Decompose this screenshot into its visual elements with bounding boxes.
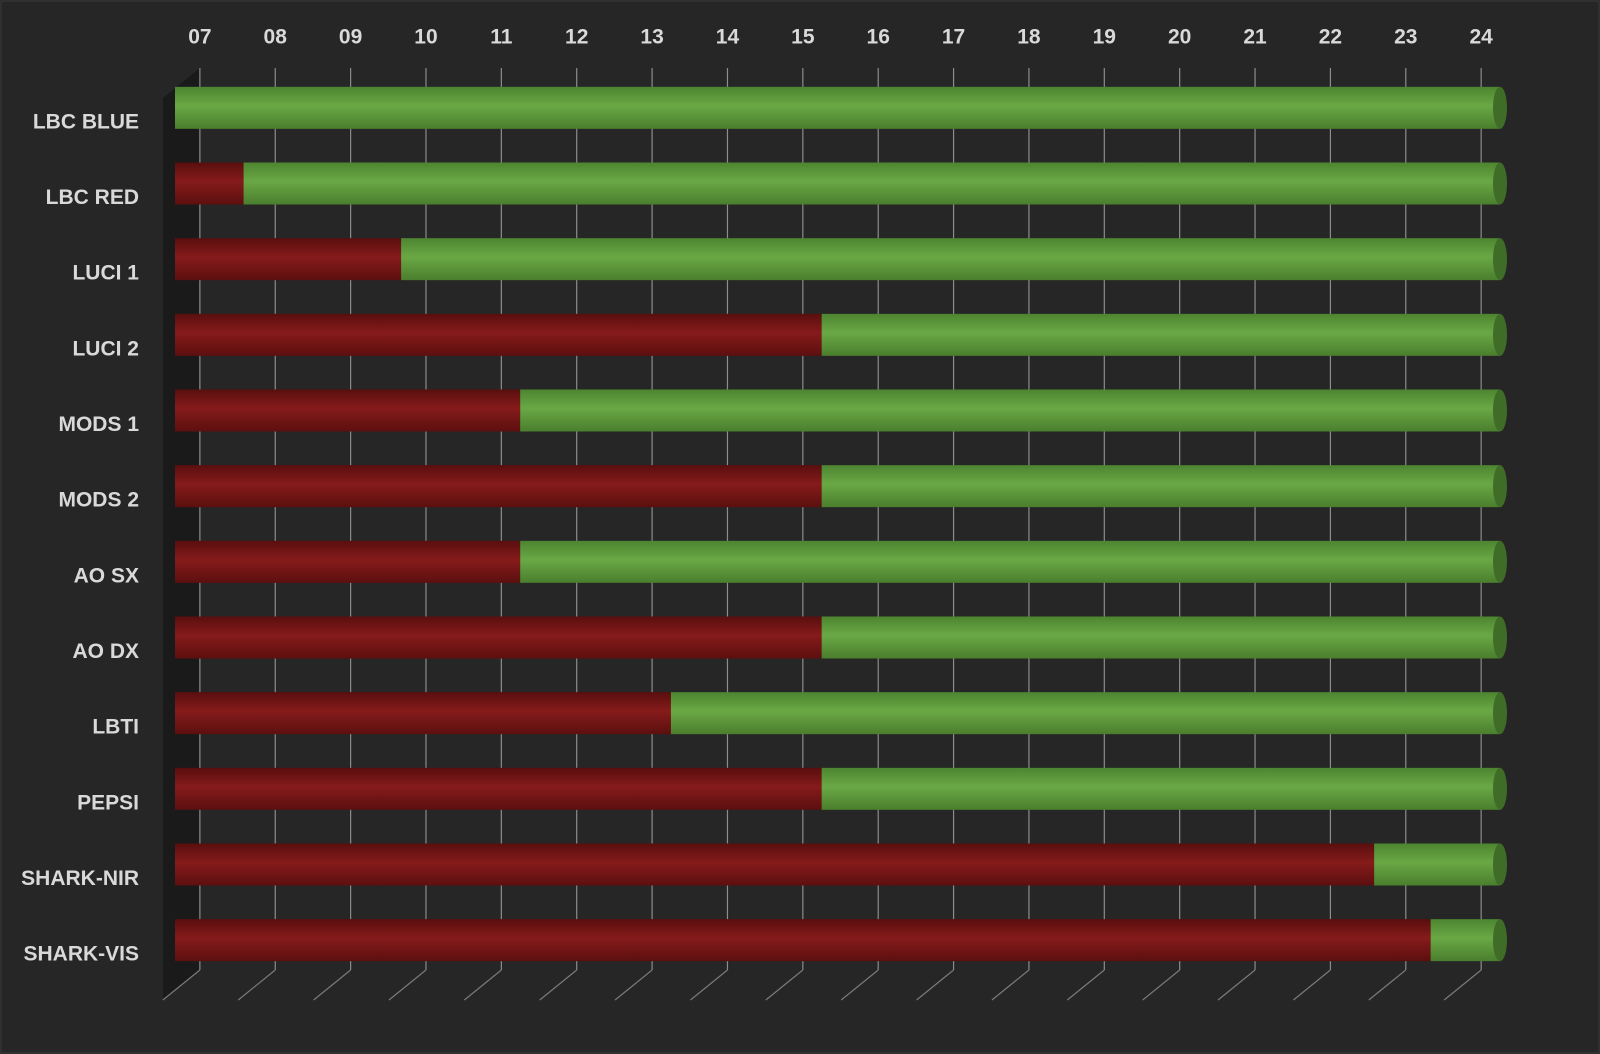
floor-line [1217, 969, 1256, 1001]
bar-segment [821, 616, 1500, 659]
bar-segment [1374, 843, 1500, 886]
x-tick-label: 10 [414, 26, 437, 49]
floor-line [765, 969, 804, 1001]
x-tick-label: 08 [264, 26, 288, 49]
bar-segment [175, 767, 822, 810]
floor-line [1293, 969, 1331, 1001]
bar-segment [243, 162, 1501, 205]
y-tick-label: SHARK-VIS [23, 943, 139, 966]
bar-segment [520, 540, 1500, 583]
floor-line [916, 969, 954, 1001]
floor-line [237, 969, 276, 1001]
x-tick-label: 09 [339, 26, 362, 49]
bar-segment [175, 692, 671, 735]
x-tick-label: 24 [1469, 26, 1493, 49]
x-tick-label: 14 [716, 26, 740, 49]
y-tick-label: SHARK-NIR [21, 867, 139, 890]
floor-line [614, 969, 653, 1001]
bar-segment [175, 313, 822, 356]
floor-line [313, 969, 351, 1001]
bar-end-cap [1493, 919, 1507, 962]
x-tick-label: 15 [791, 26, 815, 49]
bar-end-cap [1493, 767, 1507, 810]
bar-end-cap [1493, 540, 1507, 583]
x-tick-label: 19 [1093, 26, 1116, 49]
floor-line [1066, 969, 1105, 1001]
floor-line [1368, 969, 1407, 1001]
x-tick-label: 12 [565, 26, 588, 49]
floor-line [388, 969, 427, 1001]
bar-segment [175, 238, 402, 281]
x-tick-label: 16 [867, 26, 890, 49]
x-tick-label: 07 [188, 26, 211, 49]
bar-end-cap [1493, 389, 1507, 432]
bar-segment [401, 238, 1500, 281]
bar-end-cap [1493, 238, 1507, 281]
bar-end-cap [1493, 465, 1507, 508]
x-tick-label: 21 [1243, 26, 1267, 49]
floor-line [991, 969, 1030, 1001]
y-tick-label: LBTI [92, 716, 139, 739]
side-wall [163, 68, 200, 1000]
bar-segment [821, 313, 1500, 356]
y-tick-label: LUCI 1 [72, 262, 139, 285]
x-tick-label: 13 [640, 26, 663, 49]
bar-end-cap [1493, 843, 1507, 886]
x-tick-label: 20 [1168, 26, 1191, 49]
y-tick-label: LUCI 2 [72, 337, 139, 360]
y-tick-label: LBC RED [46, 186, 139, 209]
bar-segment [175, 389, 521, 432]
bar-segment [175, 616, 822, 659]
floor-line [463, 969, 502, 1001]
floor-line [1142, 969, 1181, 1001]
x-tick-label: 23 [1394, 26, 1417, 49]
y-tick-label: MODS 2 [58, 489, 139, 512]
x-tick-label: 22 [1319, 26, 1342, 49]
bar-end-cap [1493, 162, 1507, 205]
x-tick-label: 11 [490, 26, 513, 49]
y-tick-label: PEPSI [77, 791, 139, 814]
y-tick-label: AO SX [74, 564, 139, 587]
bar-end-cap [1493, 86, 1507, 129]
bar-segment [821, 465, 1500, 508]
floor-line [840, 969, 879, 1001]
bar-segment [175, 540, 521, 583]
x-tick-label: 18 [1017, 26, 1041, 49]
bar-segment [175, 465, 822, 508]
bar-segment [520, 389, 1500, 432]
floor-line [162, 969, 201, 1001]
y-tick-label: MODS 1 [58, 413, 139, 436]
floor-line [690, 969, 728, 1001]
x-tick-label: 17 [942, 26, 965, 49]
bar-end-cap [1493, 692, 1507, 735]
y-tick-label: LBC BLUE [33, 110, 139, 133]
bar-segment [175, 843, 1375, 886]
bar-segment [175, 919, 1431, 962]
floor-line [539, 969, 578, 1001]
bar-end-cap [1493, 313, 1507, 356]
bar-segment [175, 86, 1500, 129]
bar-segment [1430, 919, 1500, 962]
y-tick-label: AO DX [72, 640, 139, 663]
bar-segment [670, 692, 1500, 735]
bar-segment [821, 767, 1500, 810]
bar-segment [175, 162, 244, 205]
floor-line [1443, 969, 1482, 1001]
bar-end-cap [1493, 616, 1507, 659]
